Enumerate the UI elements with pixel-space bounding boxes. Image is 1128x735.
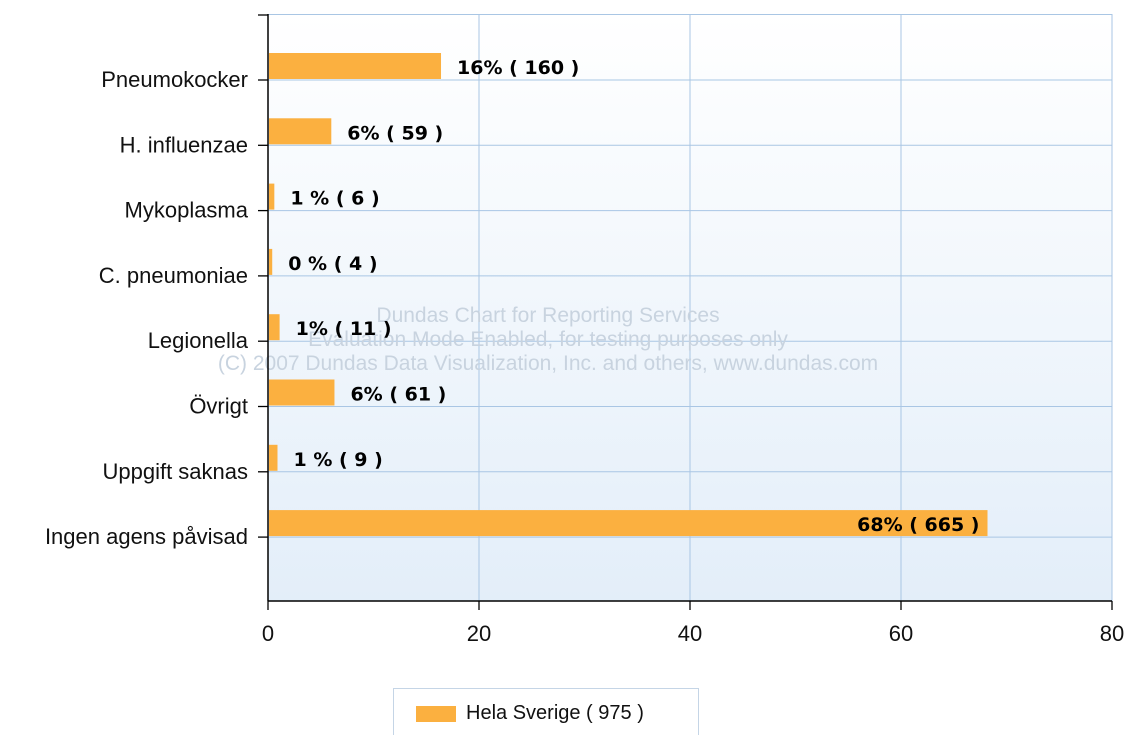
- legend-entry: Hela Sverige ( 975 ): [466, 702, 644, 724]
- bar: [269, 444, 278, 471]
- grid-lines: [268, 14, 1113, 601]
- x-tick-label: 0: [262, 621, 274, 646]
- data-label: 6% ( 59 ): [347, 122, 443, 144]
- watermark: Dundas Chart for Reporting ServicesEvalu…: [218, 304, 878, 375]
- category-label: Mykoplasma: [125, 198, 249, 223]
- bar: [269, 314, 280, 341]
- data-label: 68% ( 665 ): [857, 514, 979, 536]
- category-label: Legionella: [148, 328, 249, 353]
- category-label: Ingen agens påvisad: [45, 524, 248, 549]
- watermark-line: Evaluation Mode Enabled, for testing pur…: [308, 328, 788, 351]
- category-labels: Pneumokocker H. influenzae Mykoplasma C. pn…: [45, 67, 249, 549]
- category-label: Övrigt: [189, 394, 248, 419]
- bar: [269, 510, 988, 537]
- bar: [269, 118, 332, 145]
- data-label: 1% ( 11 ): [296, 318, 392, 340]
- data-label: 0 % ( 4 ): [288, 253, 377, 275]
- data-label: 16% ( 160 ): [457, 57, 579, 79]
- bars: [269, 53, 988, 537]
- x-tick-label: 60: [889, 621, 913, 646]
- category-label: Pneumokocker: [101, 67, 248, 92]
- x-tick-label: 40: [678, 621, 702, 646]
- data-label: 1 % ( 9 ): [293, 449, 382, 471]
- x-tick-labels: 0 20 40 60 80: [262, 621, 1124, 646]
- axes: [258, 14, 1113, 610]
- category-label: H. influenzae: [120, 132, 248, 157]
- legend: Hela Sverige ( 975 ): [393, 688, 699, 735]
- bar: [269, 379, 335, 406]
- bar: [269, 183, 275, 210]
- bar: [269, 248, 273, 275]
- bar: [269, 53, 442, 79]
- data-label: 1 % ( 6 ): [290, 188, 379, 210]
- watermark-line: (C) 2007 Dundas Data Visualization, Inc.…: [218, 352, 878, 375]
- x-tick-label: 80: [1100, 621, 1124, 646]
- data-labels: 16% ( 160 ) 6% ( 59 ) 1 % ( 6 ) 0 % ( 4 ) 1%…: [288, 57, 979, 536]
- watermark-line: Dundas Chart for Reporting Services: [376, 304, 719, 327]
- category-label: Uppgift saknas: [102, 459, 248, 484]
- bar-chart: Dundas Chart for Reporting ServicesEvalu…: [45, 14, 1124, 646]
- category-label: C. pneumoniae: [99, 263, 248, 288]
- data-label: 6% ( 61 ): [350, 384, 446, 406]
- x-tick-label: 20: [467, 621, 491, 646]
- legend-swatch: [416, 706, 456, 722]
